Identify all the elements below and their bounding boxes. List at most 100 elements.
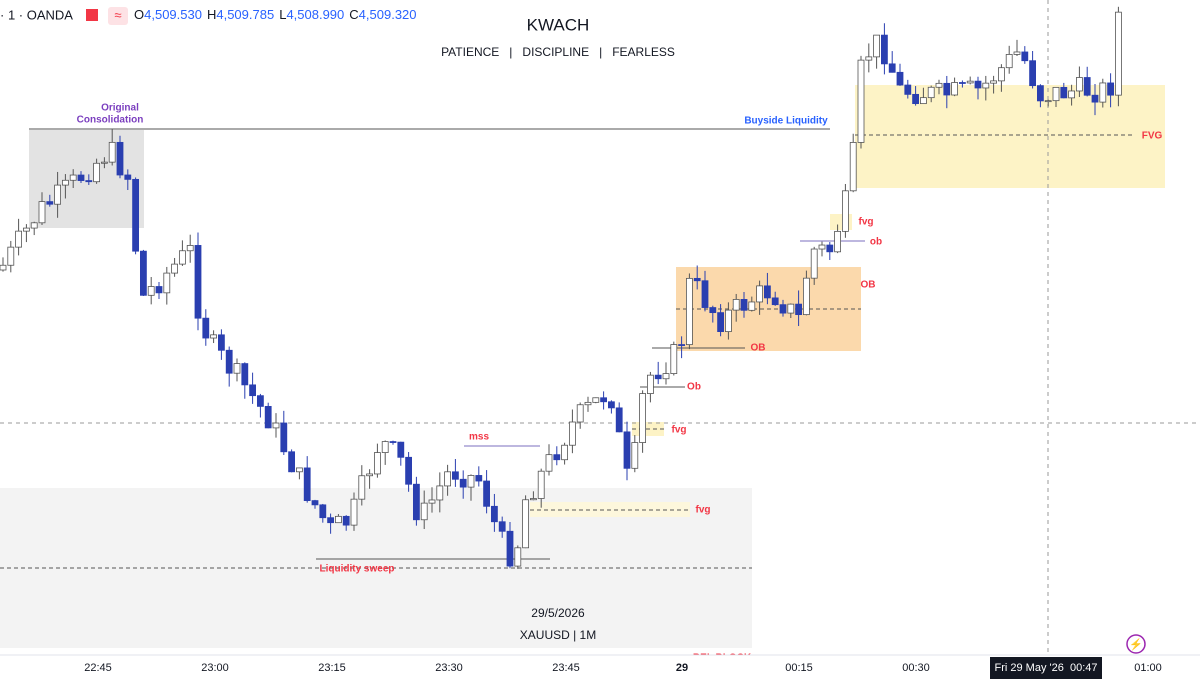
time-axis-labels: 22:45 23:00 23:15 23:30 23:45 29 00:15 00:30 01:… xyxy=(84,662,1162,674)
candle xyxy=(373,452,381,475)
candle xyxy=(101,161,108,164)
candle xyxy=(647,374,654,394)
time-label: 23:15 xyxy=(318,662,346,674)
candle xyxy=(545,454,553,472)
zone xyxy=(855,85,1165,188)
candle xyxy=(569,421,576,446)
candle xyxy=(93,162,100,183)
candle xyxy=(444,471,452,487)
candle xyxy=(155,286,163,294)
candle xyxy=(163,272,171,294)
candle xyxy=(475,475,483,482)
ohlc-label: L xyxy=(279,7,286,22)
candle xyxy=(264,405,272,429)
candle xyxy=(920,97,927,105)
candle xyxy=(451,471,459,480)
candle xyxy=(147,286,155,296)
candle xyxy=(873,34,880,58)
annotation: Liquidity sweep xyxy=(319,564,394,575)
crosshair-label-bg xyxy=(990,657,1102,679)
candle xyxy=(537,470,545,499)
candle xyxy=(217,334,225,351)
candle xyxy=(717,312,724,333)
candle xyxy=(530,498,537,501)
candle xyxy=(615,407,623,433)
candle xyxy=(857,59,865,143)
candle xyxy=(108,141,116,163)
candle xyxy=(639,393,646,443)
candle xyxy=(38,201,46,224)
candle xyxy=(787,303,795,314)
candle xyxy=(966,80,974,84)
icon-button[interactable] xyxy=(1126,634,1146,654)
candle xyxy=(366,473,374,477)
time-label: 00:15 xyxy=(785,662,813,674)
candle xyxy=(15,230,23,248)
candle xyxy=(888,63,896,73)
annotation: fvg xyxy=(696,505,711,516)
candle xyxy=(1029,60,1036,87)
candle xyxy=(896,71,904,86)
watermark-symbol: XAUUSD | 1M xyxy=(520,628,596,642)
candle xyxy=(1037,85,1044,102)
time-label: 22:45 xyxy=(84,662,112,674)
annotation: FVG xyxy=(1142,131,1163,142)
annotation: OB xyxy=(861,280,876,291)
candle xyxy=(46,201,54,205)
candle xyxy=(436,485,444,501)
candle xyxy=(795,303,802,316)
time-label: 23:00 xyxy=(201,662,229,674)
candle xyxy=(381,441,389,453)
candle xyxy=(280,422,288,453)
candle xyxy=(600,397,607,403)
candle xyxy=(678,344,685,346)
candle xyxy=(506,530,514,567)
candle xyxy=(85,180,93,183)
candle xyxy=(295,467,303,473)
candle xyxy=(701,280,709,308)
candle xyxy=(54,184,61,205)
candle xyxy=(1060,86,1068,99)
candle xyxy=(186,245,194,252)
annotation: ob xyxy=(870,237,882,248)
candle xyxy=(951,82,958,96)
candle xyxy=(1005,54,1013,69)
candle xyxy=(303,467,311,501)
candle xyxy=(522,499,529,549)
candle xyxy=(358,475,366,500)
candle xyxy=(771,297,779,306)
candle xyxy=(412,483,420,521)
candle xyxy=(834,230,841,253)
candle xyxy=(592,397,600,403)
candle xyxy=(865,56,873,61)
candle xyxy=(249,384,257,397)
candle xyxy=(1083,77,1091,96)
candle xyxy=(272,422,280,429)
time-label: 29 xyxy=(676,662,688,674)
candle xyxy=(748,301,756,311)
candle xyxy=(998,67,1005,82)
candle xyxy=(912,93,919,105)
candle xyxy=(210,334,218,339)
icon-button[interactable]: ⚡ xyxy=(1129,638,1143,651)
annotation: Ob xyxy=(687,382,701,393)
time-label: 01:00 xyxy=(1134,662,1162,674)
candle xyxy=(553,454,561,461)
candle xyxy=(327,517,335,524)
flag-icon xyxy=(86,9,98,21)
annotation: mss xyxy=(469,432,489,443)
candle xyxy=(709,307,717,314)
candle xyxy=(350,498,358,526)
candle xyxy=(803,277,810,316)
candle xyxy=(1099,82,1107,103)
candle xyxy=(576,404,584,423)
candle xyxy=(342,515,350,526)
candle xyxy=(194,245,202,319)
candle xyxy=(0,264,7,271)
title: KWACH xyxy=(527,15,590,34)
candle xyxy=(467,475,475,488)
time-label: 23:30 xyxy=(435,662,463,674)
candle xyxy=(662,373,670,380)
